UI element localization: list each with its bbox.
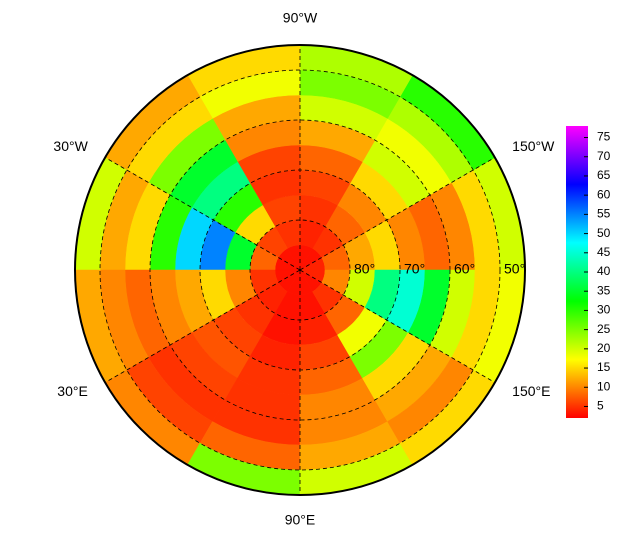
- meridian: [299, 157, 496, 271]
- colorbar-label: 30: [597, 303, 611, 317]
- colorbar-label: 40: [597, 264, 611, 278]
- meridian: [104, 269, 301, 383]
- colorbar-label: 25: [597, 322, 611, 336]
- labels: 80° 70° 60° 50° 90°W 30°W 150°W 30°E 150°E 90°E: [53, 10, 555, 528]
- colorbar-label: 35: [597, 283, 611, 297]
- graticule: [74, 44, 526, 496]
- colorbar-label: 20: [597, 341, 611, 355]
- heatmap: [74, 44, 526, 496]
- longitude-label: 150°E: [512, 383, 550, 399]
- longitude-label: 150°W: [512, 138, 555, 154]
- colorbar-label: 15: [597, 360, 611, 374]
- latitude-label: 80°: [354, 261, 375, 277]
- longitude-label: 90°E: [285, 512, 316, 528]
- colorbar-label: 45: [597, 245, 611, 259]
- colorbar-label: 10: [597, 379, 611, 393]
- colorbar-label: 60: [597, 187, 611, 201]
- colorbar-label: 55: [597, 207, 611, 221]
- colorbar-label: 70: [597, 149, 611, 163]
- colorbar-label: 75: [597, 130, 611, 144]
- latitude-line: [149, 119, 451, 421]
- colorbar: 5 10 15 20 25 30 35 40 45 50 55 60 65 70 75: [566, 126, 611, 418]
- longitude-label: 30°W: [53, 138, 88, 154]
- colorbar-label: 5: [597, 399, 604, 413]
- colorbar-scale: [566, 126, 588, 418]
- longitude-label: 90°W: [283, 10, 318, 26]
- meridian: [299, 269, 496, 383]
- latitude-line: [99, 69, 501, 471]
- latitude-label: 70°: [404, 261, 425, 277]
- latitude-label: 50°: [504, 261, 525, 277]
- latitude-label: 60°: [454, 261, 475, 277]
- meridian: [104, 157, 301, 271]
- colorbar-label: 65: [597, 168, 611, 182]
- colorbar-label: 50: [597, 226, 611, 240]
- longitude-label: 30°E: [57, 383, 88, 399]
